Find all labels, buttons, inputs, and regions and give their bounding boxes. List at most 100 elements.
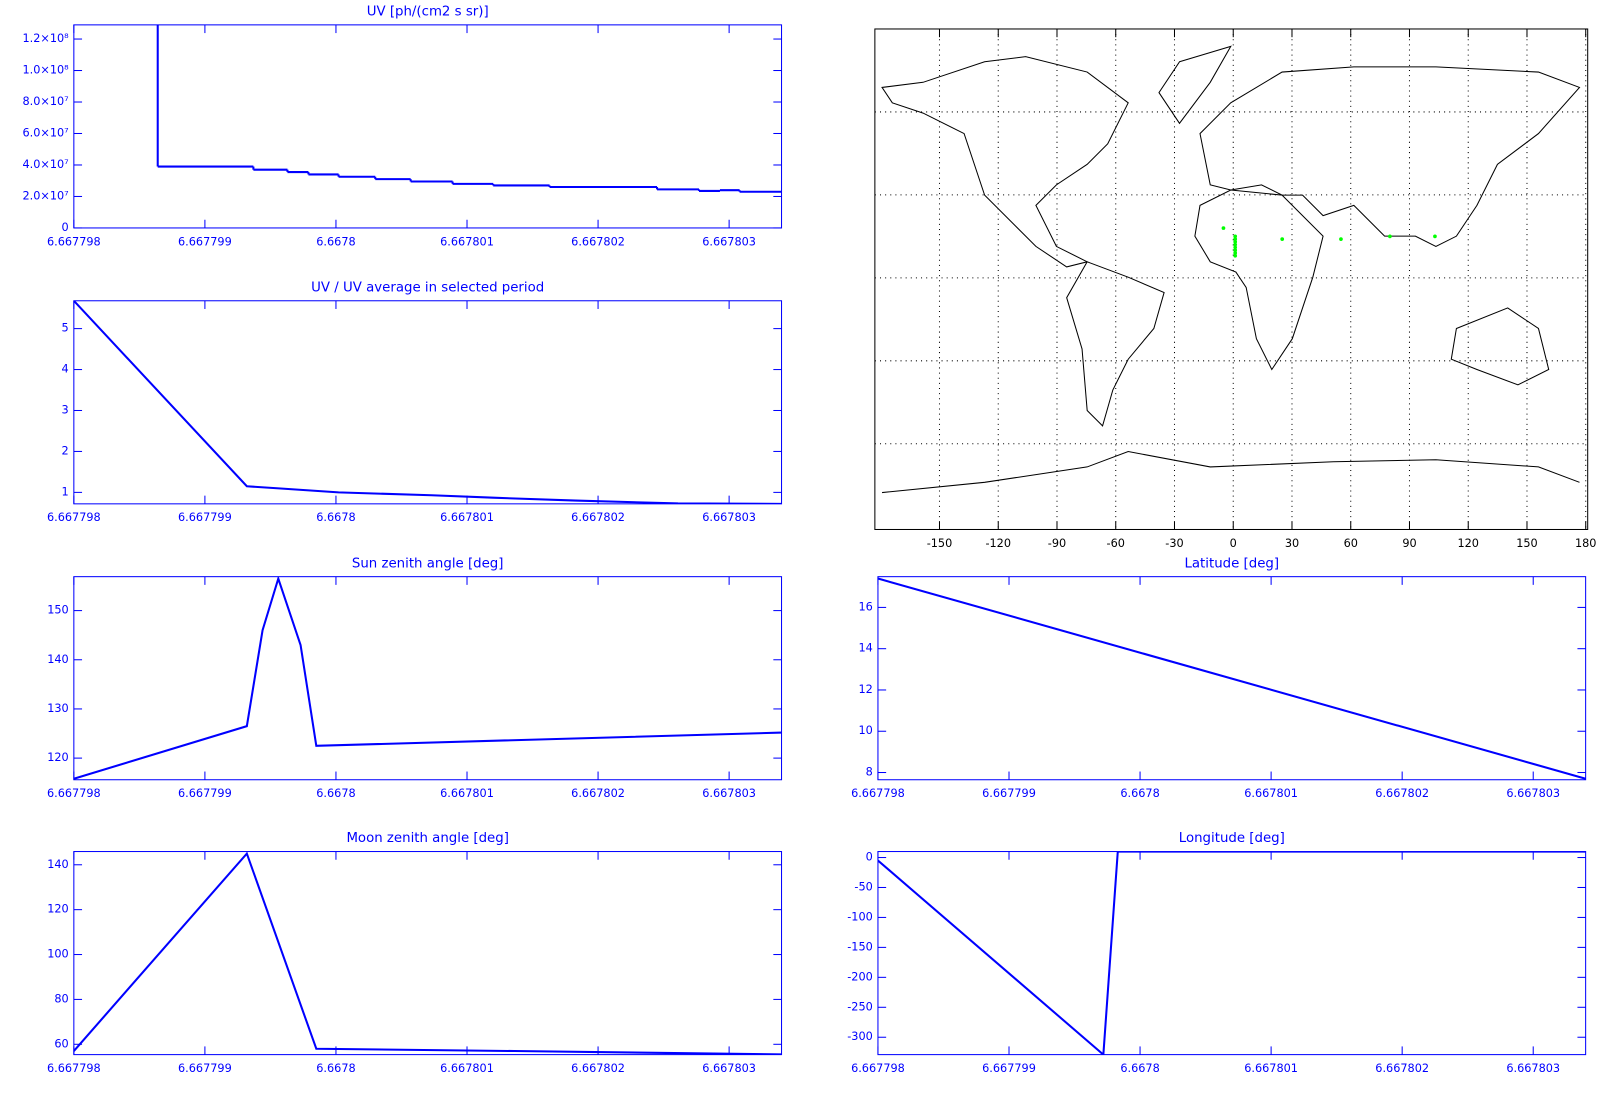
- y-tick-label: 5: [62, 322, 69, 335]
- y-tick-label: 140: [47, 858, 69, 871]
- x-tick-label: 6.6678: [1120, 1062, 1159, 1075]
- point: [1233, 234, 1238, 239]
- plot-area: [156, 24, 782, 193]
- y-tick-label: 0: [62, 221, 69, 234]
- y-tick-label: 16: [858, 600, 872, 613]
- y-tick-label: 100: [47, 948, 69, 961]
- y-tick-label: -100: [847, 910, 873, 923]
- x-tick-label: 6.667801: [440, 235, 494, 248]
- x-tick-label: 6.667803: [1506, 1062, 1560, 1075]
- plot-frame: [73, 576, 783, 781]
- x-tick-label: 0: [1230, 537, 1237, 550]
- x-tick-label: 6.667798: [851, 787, 905, 800]
- y-tick-label: 14: [858, 642, 872, 655]
- x-tick-label: 6.667802: [571, 787, 625, 800]
- x-tick-label: 6.667798: [47, 1062, 101, 1075]
- y-tick-label: 6.0×10⁷: [22, 126, 68, 139]
- y-tick-label: 3: [62, 403, 69, 416]
- y-tick-label: -200: [847, 970, 873, 983]
- x-tick-label: 6.667801: [1244, 787, 1298, 800]
- data-line: [877, 851, 1586, 1055]
- x-tick-label: 6.667802: [571, 235, 625, 248]
- plot-frame: [73, 851, 783, 1056]
- point: [1233, 245, 1238, 250]
- y-tick-label: 1.2×10⁸: [22, 32, 69, 45]
- y-tick-label: 140: [47, 653, 69, 666]
- x-tick-label: 6.6678: [316, 511, 355, 524]
- x-tick-label: 30: [1285, 537, 1299, 550]
- x-tick-label: 6.667801: [440, 787, 494, 800]
- chart-title: Longitude [deg]: [1179, 831, 1285, 846]
- x-tick-label: 60: [1344, 537, 1358, 550]
- y-tick-label: -150: [847, 940, 873, 953]
- x-tick-label: 6.667803: [1506, 787, 1560, 800]
- point: [1280, 237, 1285, 241]
- y-tick-label: -300: [847, 1030, 873, 1043]
- y-tick-label: 120: [47, 751, 69, 764]
- x-tick-label: 6.667801: [440, 511, 494, 524]
- x-tick-label: 6.667798: [47, 235, 101, 248]
- x-tick-label: 6.667802: [571, 511, 625, 524]
- x-tick-label: 6.667803: [702, 787, 756, 800]
- y-tick-label: 10: [858, 724, 872, 737]
- y-tick-label: 80: [54, 992, 68, 1005]
- y-tick-label: 1.0×10⁸: [22, 64, 69, 77]
- data-line: [73, 300, 782, 504]
- x-tick-label: 6.6678: [316, 235, 355, 248]
- x-tick-label: 6.667802: [1375, 787, 1429, 800]
- y-tick-label: 130: [47, 702, 69, 715]
- data-line: [877, 577, 1586, 780]
- x-tick-label: 6.667801: [440, 1062, 494, 1075]
- x-tick-label: 6.667799: [178, 511, 232, 524]
- plot-frame: [874, 28, 1589, 530]
- y-tick-label: 8.0×10⁷: [22, 95, 68, 108]
- x-tick-label: 6.667803: [702, 235, 756, 248]
- x-tick-label: 6.667803: [702, 1062, 756, 1075]
- x-tick-label: 6.667798: [47, 787, 101, 800]
- y-tick-label: 8: [866, 766, 873, 779]
- plot-area: [1221, 226, 1437, 258]
- x-tick-label: 90: [1402, 537, 1416, 550]
- y-tick-label: -250: [847, 1000, 873, 1013]
- coastlines: [881, 45, 1581, 494]
- point: [1233, 237, 1238, 241]
- point: [1233, 251, 1238, 255]
- x-tick-label: 6.6678: [316, 1062, 355, 1075]
- x-tick-label: -30: [1165, 537, 1183, 550]
- y-tick-label: 0: [866, 851, 873, 864]
- chart-title: Latitude [deg]: [1184, 556, 1279, 571]
- plot-area: [73, 576, 782, 780]
- point: [1221, 226, 1226, 230]
- x-tick-label: 150: [1516, 537, 1538, 550]
- data-line: [73, 576, 782, 780]
- plot-area: [877, 851, 1586, 1055]
- point: [1233, 248, 1238, 253]
- x-tick-label: 6.6678: [1120, 787, 1159, 800]
- plot-area: [73, 851, 782, 1055]
- chart-title: Sun zenith angle [deg]: [352, 556, 504, 571]
- point: [1233, 242, 1238, 247]
- x-tick-label: 6.667802: [1375, 1062, 1429, 1075]
- x-tick-label: -120: [985, 537, 1011, 550]
- y-tick-label: -50: [854, 880, 872, 893]
- x-tick-label: -60: [1107, 537, 1125, 550]
- x-tick-label: -90: [1048, 537, 1066, 550]
- point: [1233, 240, 1238, 244]
- chart-title: UV / UV average in selected period: [311, 280, 544, 295]
- y-tick-label: 1: [62, 485, 69, 498]
- x-tick-label: 6.667799: [982, 787, 1036, 800]
- chart-title: UV [ph/(cm2 s sr)]: [367, 5, 489, 20]
- y-tick-label: 2: [62, 444, 69, 457]
- x-tick-label: 6.667799: [178, 235, 232, 248]
- x-tick-label: 6.667803: [702, 511, 756, 524]
- plot-area: [877, 577, 1586, 780]
- plot-area: [73, 300, 782, 504]
- plot-frame: [877, 576, 1587, 781]
- y-tick-label: 150: [47, 604, 69, 617]
- plot-frame: [73, 24, 783, 229]
- data-line: [73, 851, 782, 1055]
- y-tick-label: 120: [47, 903, 69, 916]
- x-tick-label: 6.6678: [316, 787, 355, 800]
